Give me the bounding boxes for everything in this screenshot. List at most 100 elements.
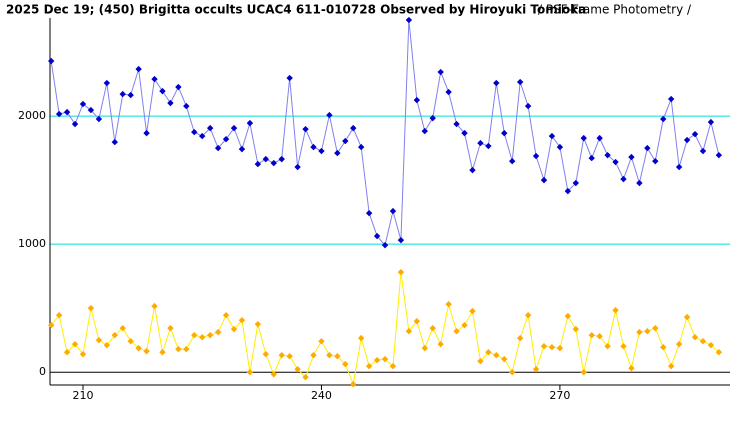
data-point	[620, 175, 627, 183]
data-point	[707, 118, 715, 126]
data-point	[183, 345, 190, 353]
data-point	[246, 368, 254, 376]
data-point	[715, 349, 723, 356]
data-point	[167, 99, 174, 107]
data-point	[644, 144, 651, 152]
data-point	[405, 328, 413, 335]
chart-title: 2025 Dec 19; (450) Brigitta occults UCAC…	[6, 3, 586, 17]
data-point	[445, 88, 452, 96]
data-point	[509, 368, 516, 376]
data-point	[493, 79, 500, 87]
data-point	[326, 351, 333, 359]
data-point	[175, 83, 182, 91]
data-point	[199, 132, 206, 140]
data-point	[604, 342, 611, 350]
data-point	[350, 381, 357, 388]
data-point	[183, 102, 190, 110]
data-point	[350, 124, 357, 132]
data-point	[636, 328, 643, 336]
data-point	[214, 328, 222, 336]
data-point	[206, 331, 214, 339]
data-point	[302, 125, 309, 133]
data-point	[357, 334, 365, 342]
data-point	[699, 147, 707, 155]
data-point	[286, 74, 293, 82]
data-point	[357, 143, 365, 151]
data-point	[429, 324, 436, 332]
data-point	[262, 350, 270, 358]
data-point	[294, 366, 301, 373]
data-point	[532, 366, 540, 373]
data-point	[63, 108, 71, 116]
data-point	[262, 155, 270, 163]
data-point	[119, 90, 126, 98]
data-point	[596, 134, 603, 142]
data-point	[342, 137, 349, 145]
y-tick-label: 0	[39, 365, 46, 378]
data-point	[151, 75, 158, 83]
data-point	[572, 325, 579, 333]
data-point	[437, 68, 444, 76]
series-line	[50, 272, 720, 387]
data-point	[493, 351, 500, 359]
data-point	[628, 365, 635, 372]
data-point	[397, 268, 405, 276]
data-point	[675, 340, 683, 348]
data-point	[318, 338, 325, 345]
data-point	[477, 357, 484, 365]
data-point	[413, 318, 421, 325]
data-point	[143, 129, 150, 137]
x-tick-label: 240	[311, 389, 332, 402]
data-point	[87, 304, 95, 312]
data-point	[294, 163, 301, 171]
y-tick-label: 1000	[18, 237, 46, 250]
data-point	[596, 333, 603, 340]
data-point	[612, 307, 619, 314]
data-point	[79, 100, 87, 108]
data-point	[469, 307, 476, 315]
data-point	[660, 115, 667, 123]
data-point	[238, 145, 246, 153]
data-point	[628, 153, 635, 161]
data-point	[63, 349, 71, 356]
data-point	[191, 331, 198, 339]
data-point	[644, 328, 651, 335]
data-point	[143, 347, 150, 355]
data-point	[501, 129, 508, 137]
data-point	[365, 209, 373, 217]
data-point	[604, 151, 611, 159]
data-point	[389, 362, 397, 370]
data-point	[278, 155, 285, 163]
data-point	[620, 342, 627, 350]
data-point	[524, 102, 532, 110]
data-point	[334, 149, 341, 157]
data-point	[151, 302, 158, 310]
data-point	[175, 345, 182, 353]
data-point	[191, 128, 198, 136]
data-point	[683, 313, 691, 321]
data-point	[318, 147, 325, 155]
data-point	[453, 120, 460, 128]
data-point	[159, 87, 166, 95]
data-point	[461, 129, 468, 137]
data-point	[270, 159, 277, 167]
data-point	[87, 106, 95, 114]
data-point	[334, 352, 341, 360]
data-point	[278, 351, 285, 359]
data-point	[413, 96, 421, 104]
data-point	[405, 16, 413, 24]
data-point	[580, 368, 587, 376]
data-point	[373, 232, 381, 240]
data-point	[55, 312, 63, 319]
data-point	[47, 321, 55, 329]
data-point	[254, 320, 262, 328]
data-point	[254, 160, 262, 168]
data-point	[461, 321, 468, 329]
data-point	[214, 144, 222, 152]
data-point	[652, 324, 659, 332]
data-point	[127, 338, 134, 345]
data-point	[532, 152, 540, 160]
data-point	[509, 157, 516, 165]
data-point	[159, 349, 166, 356]
data-point	[588, 154, 595, 162]
